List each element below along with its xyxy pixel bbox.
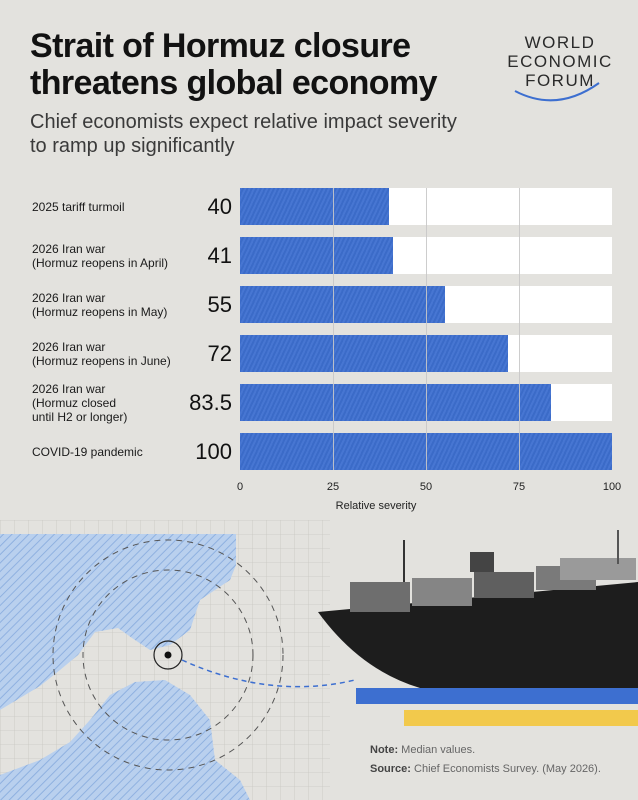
yellow-stripe <box>404 710 638 726</box>
container-ship-icon <box>318 530 638 688</box>
bar <box>240 286 445 323</box>
target-dot <box>164 651 172 659</box>
footnote-source: Source: Chief Economists Survey. (May 20… <box>370 763 601 775</box>
target-ring <box>153 640 183 670</box>
gridline <box>333 188 334 470</box>
category-label: COVID-19 pandemic <box>32 444 143 459</box>
x-tick-label: 50 <box>419 481 433 493</box>
bar <box>240 335 508 372</box>
value-label: 83.5 <box>189 389 232 415</box>
source-text: Chief Economists Survey. (May 2026). <box>414 763 601 775</box>
value-label: 72 <box>207 340 232 366</box>
blue-stripe <box>356 688 638 704</box>
footnote-note: Note: Median values. <box>370 744 475 756</box>
page-subtitle: Chief economists expect relative impact … <box>30 111 457 157</box>
category-label: 2026 Iran war (Hormuz reopens in May) <box>32 290 168 319</box>
logo-arc-icon <box>514 82 600 102</box>
strait-ship-illustration <box>0 520 638 800</box>
bar <box>240 188 389 225</box>
page-title: Strait of Hormuz closure threatens globa… <box>30 27 438 102</box>
range-circle-inner <box>82 569 254 741</box>
category-label: 2026 Iran war (Hormuz reopens in April) <box>32 241 169 270</box>
route-line <box>181 659 356 688</box>
note-text: Median values. <box>401 744 476 756</box>
value-label: 41 <box>207 242 232 268</box>
bar <box>240 237 393 274</box>
logo-line-3: FORUM <box>525 71 595 90</box>
category-label: 2025 tariff turmoil <box>32 199 125 214</box>
value-label: 100 <box>195 438 232 464</box>
map-land-north <box>0 534 236 710</box>
gridline <box>426 188 427 470</box>
x-tick-label: 25 <box>326 481 340 493</box>
x-tick-label: 0 <box>236 481 244 493</box>
x-axis-title: Relative severity <box>335 500 417 512</box>
bar <box>240 384 551 421</box>
gridline <box>519 188 520 470</box>
range-circle-outer <box>52 539 284 771</box>
note-label: Note: <box>370 744 399 756</box>
severity-bar-chart: 2025 tariff turmoil 40 2026 Iran war (Horm… <box>0 180 638 520</box>
map-land-south <box>0 680 250 800</box>
logo-line-2: ECONOMIC <box>507 52 613 71</box>
category-label: 2026 Iran war (Hormuz closed until H2 or… <box>32 381 128 424</box>
value-label: 55 <box>207 291 232 317</box>
source-label: Source: <box>370 763 411 775</box>
x-tick-label: 100 <box>602 481 622 493</box>
category-label: 2026 Iran war (Hormuz reopens in June) <box>32 339 171 368</box>
x-tick-label: 75 <box>512 481 526 493</box>
logo-line-1: WORLD <box>524 33 596 52</box>
wef-logo: WORLD ECONOMIC FORUM <box>495 33 625 102</box>
value-label: 40 <box>207 193 232 219</box>
